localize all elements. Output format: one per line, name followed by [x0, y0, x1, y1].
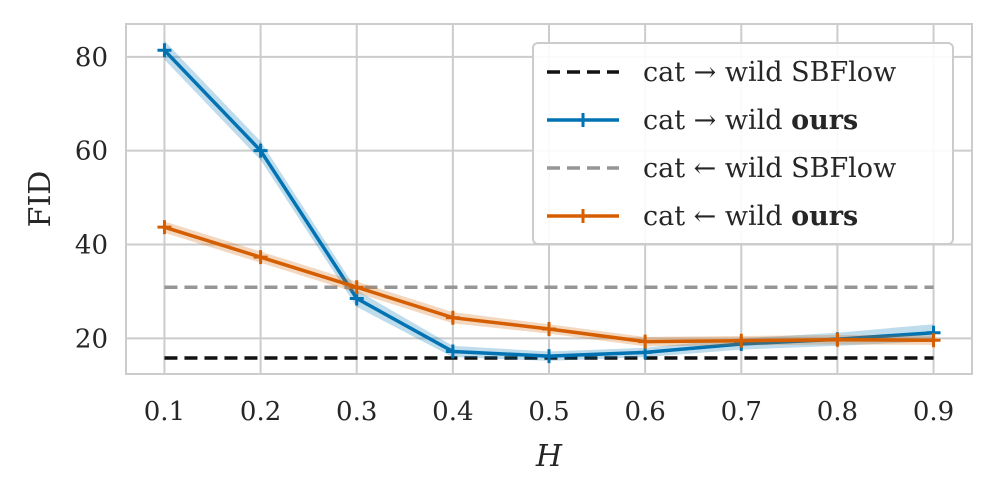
- y-tick-label: 20: [75, 324, 108, 354]
- y-tick-labels: 20 40 60 80: [75, 43, 108, 355]
- x-tick-label: 0.4: [432, 397, 473, 427]
- series-point: [542, 321, 556, 336]
- legend-label-text: cat → wild SBFlow: [643, 57, 896, 88]
- y-tick-label: 80: [75, 43, 108, 73]
- legend-label: cat ← wild SBFlow: [643, 153, 896, 184]
- x-tick-label: 0.5: [528, 397, 569, 427]
- series-point: [734, 333, 749, 348]
- legend-label: cat ← wild ours: [643, 201, 858, 232]
- x-tick-labels: 0.1 0.2 0.3 0.4 0.5 0.6 0.7 0.8 0.9: [144, 397, 954, 427]
- x-axis-title: H: [535, 439, 563, 474]
- x-tick-label: 0.1: [144, 397, 185, 427]
- legend-label: cat → wild ours: [643, 105, 858, 136]
- series-layer: [157, 40, 941, 364]
- legend-marker: [576, 113, 590, 127]
- legend-label: cat → wild SBFlow: [643, 57, 896, 88]
- series-point: [157, 43, 172, 58]
- legend-label-bold: ours: [791, 201, 858, 232]
- y-axis-title: FID: [23, 171, 58, 228]
- legend-label-bold: ours: [791, 105, 858, 136]
- series-point: [445, 310, 460, 325]
- legend-label-text: cat ← wild SBFlow: [643, 153, 896, 184]
- series-point: [926, 333, 941, 348]
- x-tick-label: 0.6: [624, 397, 665, 427]
- series-point: [830, 332, 845, 347]
- series-point: [253, 143, 268, 158]
- legend-marker: [576, 209, 590, 223]
- x-tick-label: 0.2: [240, 397, 281, 427]
- y-tick-label: 60: [75, 137, 108, 167]
- y-tick-label: 40: [75, 231, 108, 261]
- series-point: [638, 334, 653, 349]
- x-tick-label: 0.3: [336, 397, 377, 427]
- plot-frame: [125, 23, 973, 375]
- legend-box: [532, 42, 954, 245]
- legend-label-text: cat ← wild: [643, 201, 791, 232]
- x-tick-label: 0.9: [913, 397, 954, 427]
- series-point: [349, 280, 364, 295]
- series-point: [445, 344, 460, 359]
- series-point: [157, 220, 172, 235]
- x-tick-label: 0.8: [817, 397, 858, 427]
- series-point: [542, 349, 556, 364]
- legend-label-text: cat → wild: [643, 105, 791, 136]
- series-point: [253, 250, 268, 265]
- x-tick-label: 0.7: [721, 397, 762, 427]
